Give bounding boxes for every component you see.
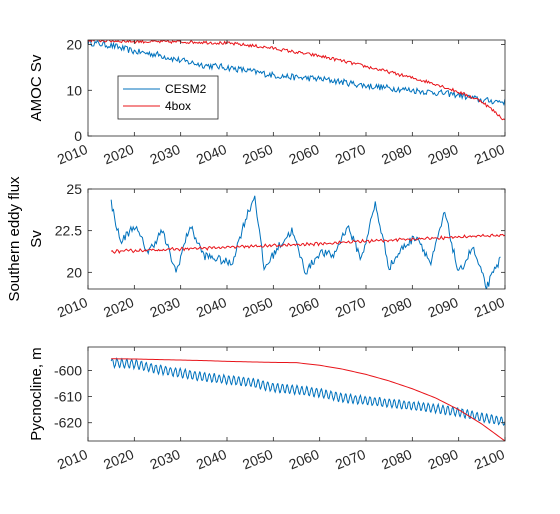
series-cesm2-line [110,357,505,426]
y-axis-label: Southern eddy flux [6,176,23,302]
x-tick-label: 2100 [472,294,507,321]
x-tick-label: 2020 [101,446,136,473]
x-tick-label: 2100 [472,446,507,473]
x-tick-label: 2080 [379,446,414,473]
x-tick-label: 2060 [286,141,321,168]
x-tick-label: 2080 [379,141,414,168]
series-4box-line [110,233,505,254]
x-tick-label: 2030 [147,141,182,168]
x-tick-label: 2070 [333,141,368,168]
y-axis-label: Pycnocline, m [28,347,45,440]
y-tick-label: 20 [66,37,82,53]
x-tick-label: 2050 [240,141,275,168]
x-tick-label: 2010 [55,294,90,321]
chart-panel-2: 2010 2020 2030 2040 2050 2060 2070 2080 2090 2100… [6,176,507,320]
series-4box-line [111,358,505,441]
y-tick-label: 20 [66,264,82,280]
plot-frame [87,346,506,442]
x-tick-label: 2030 [147,294,182,321]
x-tick-label: 2040 [194,294,229,321]
x-tick-label: 2040 [194,141,229,168]
legend-label-4box: 4box [165,99,191,113]
y-tick-label: 0 [74,128,82,144]
legend-box [117,75,219,120]
y-tick-label: 25 [66,181,82,197]
series-cesm2-line [88,40,505,106]
y-tick-label: 10 [66,82,82,98]
x-tick-label: 2020 [101,141,136,168]
x-tick-label: 2050 [240,294,275,321]
x-tick-label: 2090 [425,294,460,321]
y-axis-label-unit: Sv [28,230,45,248]
x-tick-label: 2090 [425,141,460,168]
x-tick-label: 2010 [55,141,90,168]
series-cesm2-line [110,195,501,289]
plot-frame [87,39,506,137]
x-tick-label: 2070 [333,294,368,321]
x-tick-label: 2030 [147,446,182,473]
y-tick-label: 22.5 [55,223,82,239]
chart-panel-3: 2010 2020 2030 2040 2050 2060 2070 2080 2090 2100… [28,346,507,473]
y-axis-label: AMOC Sv [28,54,45,121]
x-tick-label: 2090 [425,446,460,473]
legend-label-cesm2: CESM2 [165,82,207,96]
series-4box-line [88,40,505,121]
y-tick-label: -610 [54,389,82,405]
x-tick-label: 2060 [286,446,321,473]
x-tick-label: 2050 [240,446,275,473]
y-tick-label: -620 [54,415,82,431]
x-tick-label: 2040 [194,446,229,473]
legend: CESM2 4box [117,75,219,120]
x-tick-label: 2080 [379,294,414,321]
x-tick-label: 2020 [101,294,136,321]
x-tick-label: 2010 [55,446,90,473]
x-tick-label: 2070 [333,446,368,473]
y-tick-label: -600 [54,363,82,379]
plot-frame [87,188,506,290]
chart-panel-1: 2010 2020 2030 2040 2050 2060 2070 2080 2090 2100… [28,37,507,168]
x-tick-label: 2100 [472,141,507,168]
x-tick-label: 2060 [286,294,321,321]
